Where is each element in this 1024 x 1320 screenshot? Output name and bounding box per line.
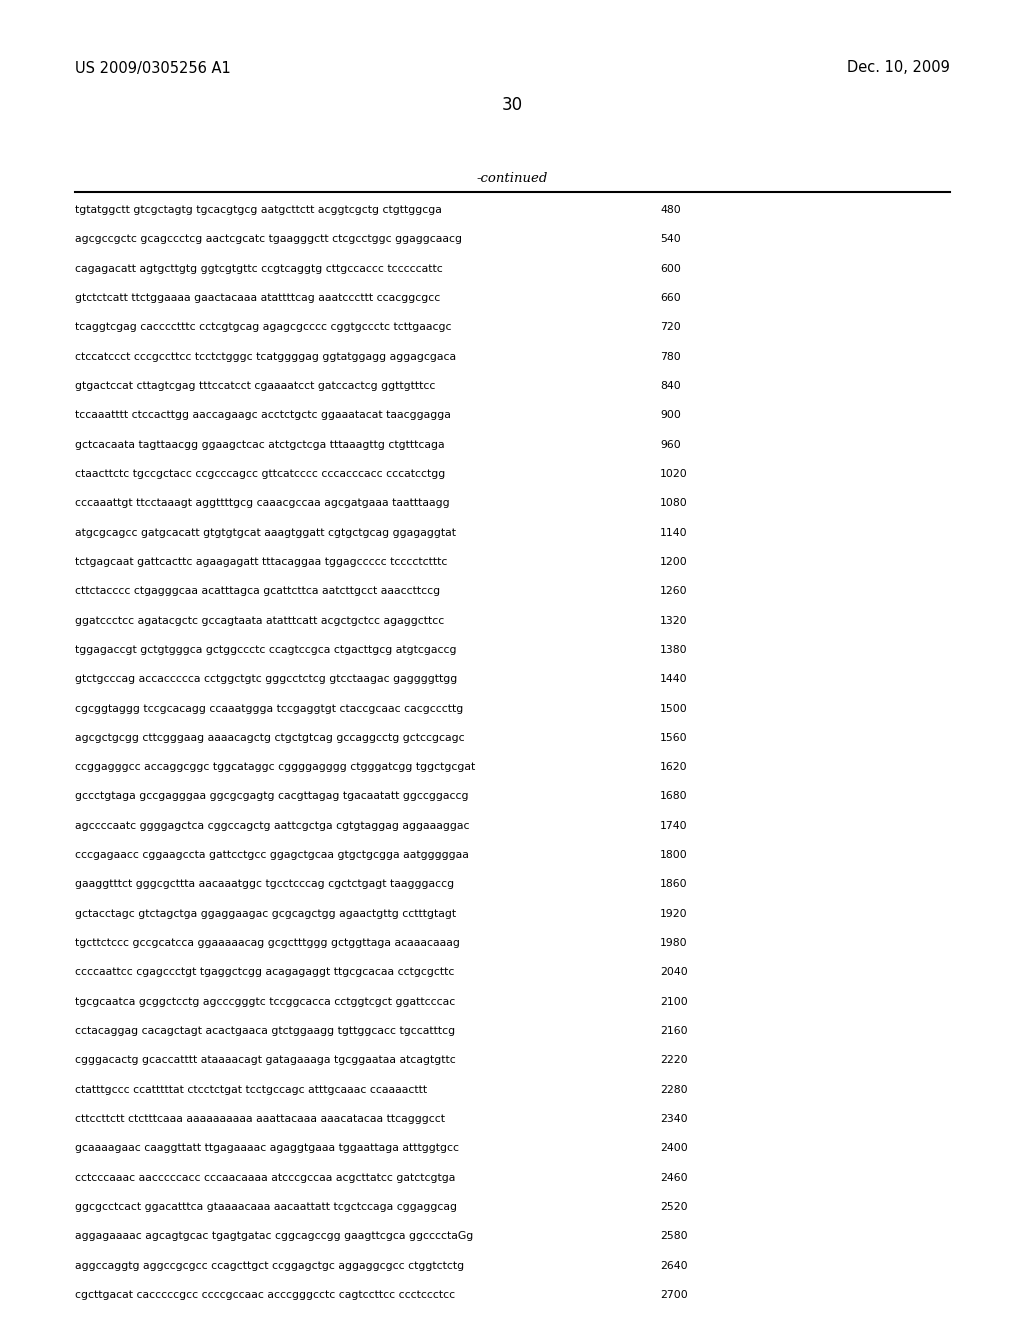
Text: 1740: 1740 [660,821,688,830]
Text: 600: 600 [660,264,681,273]
Text: 2700: 2700 [660,1290,688,1300]
Text: ccccaattcc cgagccctgt tgaggctcgg acagagaggt ttgcgcacaa cctgcgcttc: ccccaattcc cgagccctgt tgaggctcgg acagaga… [75,968,455,977]
Text: 480: 480 [660,205,681,215]
Text: 1380: 1380 [660,645,688,655]
Text: 840: 840 [660,381,681,391]
Text: 2220: 2220 [660,1056,688,1065]
Text: cagagacatt agtgcttgtg ggtcgtgttc ccgtcaggtg cttgccaccc tcccccattc: cagagacatt agtgcttgtg ggtcgtgttc ccgtcag… [75,264,442,273]
Text: ctccatccct cccgccttcc tcctctgggc tcatggggag ggtatggagg aggagcgaca: ctccatccct cccgccttcc tcctctgggc tcatggg… [75,351,456,362]
Text: 1260: 1260 [660,586,688,597]
Text: cccgagaacc cggaagccta gattcctgcc ggagctgcaa gtgctgcgga aatgggggaa: cccgagaacc cggaagccta gattcctgcc ggagctg… [75,850,469,861]
Text: Dec. 10, 2009: Dec. 10, 2009 [847,61,950,75]
Text: 2280: 2280 [660,1085,688,1094]
Text: gtctgcccag accaccccca cctggctgtc gggcctctcg gtcctaagac gaggggttgg: gtctgcccag accaccccca cctggctgtc gggcctc… [75,675,458,684]
Text: agcgctgcgg cttcgggaag aaaacagctg ctgctgtcag gccaggcctg gctccgcagc: agcgctgcgg cttcgggaag aaaacagctg ctgctgt… [75,733,465,743]
Text: 1860: 1860 [660,879,688,890]
Text: tgcgcaatca gcggctcctg agcccgggtc tccggcacca cctggtcgct ggattcccac: tgcgcaatca gcggctcctg agcccgggtc tccggca… [75,997,456,1007]
Text: aggccaggtg aggccgcgcc ccagcttgct ccggagctgc aggaggcgcc ctggtctctg: aggccaggtg aggccgcgcc ccagcttgct ccggagc… [75,1261,464,1271]
Text: 660: 660 [660,293,681,304]
Text: 1560: 1560 [660,733,688,743]
Text: 2340: 2340 [660,1114,688,1125]
Text: tgtatggctt gtcgctagtg tgcacgtgcg aatgcttctt acggtcgctg ctgttggcga: tgtatggctt gtcgctagtg tgcacgtgcg aatgctt… [75,205,442,215]
Text: 1680: 1680 [660,792,688,801]
Text: 1620: 1620 [660,762,688,772]
Text: gctacctagc gtctagctga ggaggaagac gcgcagctgg agaactgttg cctttgtagt: gctacctagc gtctagctga ggaggaagac gcgcagc… [75,908,456,919]
Text: 1800: 1800 [660,850,688,861]
Text: agcgccgctc gcagccctcg aactcgcatc tgaagggctt ctcgcctggc ggaggcaacg: agcgccgctc gcagccctcg aactcgcatc tgaaggg… [75,235,462,244]
Text: 2520: 2520 [660,1203,688,1212]
Text: 1920: 1920 [660,908,688,919]
Text: 2040: 2040 [660,968,688,977]
Text: 1440: 1440 [660,675,688,684]
Text: cttccttctt ctctttcaaa aaaaaaaaaa aaattacaaa aaacatacaa ttcagggcct: cttccttctt ctctttcaaa aaaaaaaaaa aaattac… [75,1114,445,1125]
Text: gccctgtaga gccgagggaa ggcgcgagtg cacgttagag tgacaatatt ggccggaccg: gccctgtaga gccgagggaa ggcgcgagtg cacgtta… [75,792,469,801]
Text: 900: 900 [660,411,681,420]
Text: 1080: 1080 [660,498,688,508]
Text: 1980: 1980 [660,939,688,948]
Text: 1020: 1020 [660,469,688,479]
Text: tggagaccgt gctgtgggca gctggccctc ccagtccgca ctgacttgcg atgtcgaccg: tggagaccgt gctgtgggca gctggccctc ccagtcc… [75,645,457,655]
Text: 1200: 1200 [660,557,688,566]
Text: 1320: 1320 [660,615,688,626]
Text: atgcgcagcc gatgcacatt gtgtgtgcat aaagtggatt cgtgctgcag ggagaggtat: atgcgcagcc gatgcacatt gtgtgtgcat aaagtgg… [75,528,456,537]
Text: gctcacaata tagttaacgg ggaagctcac atctgctcga tttaaagttg ctgtttcaga: gctcacaata tagttaacgg ggaagctcac atctgct… [75,440,444,450]
Text: 30: 30 [502,96,522,114]
Text: cctacaggag cacagctagt acactgaaca gtctggaagg tgttggcacc tgccatttcg: cctacaggag cacagctagt acactgaaca gtctgga… [75,1026,455,1036]
Text: US 2009/0305256 A1: US 2009/0305256 A1 [75,61,230,75]
Text: cgcttgacat cacccccgcc ccccgccaac acccgggcctc cagtccttcc ccctccctcc: cgcttgacat cacccccgcc ccccgccaac acccggg… [75,1290,455,1300]
Text: tctgagcaat gattcacttc agaagagatt tttacaggaa tggagccccc tcccctctttc: tctgagcaat gattcacttc agaagagatt tttacag… [75,557,447,566]
Text: cctcccaaac aacccccacc cccaacaaaa atcccgccaa acgcttatcc gatctcgtga: cctcccaaac aacccccacc cccaacaaaa atcccgc… [75,1172,456,1183]
Text: ccggagggcc accaggcggc tggcataggc cggggagggg ctgggatcgg tggctgcgat: ccggagggcc accaggcggc tggcataggc cggggag… [75,762,475,772]
Text: ctaacttctc tgccgctacc ccgcccagcc gttcatcccc cccacccacc cccatcctgg: ctaacttctc tgccgctacc ccgcccagcc gttcatc… [75,469,445,479]
Text: 2460: 2460 [660,1172,688,1183]
Text: cttctacccc ctgagggcaa acatttagca gcattcttca aatcttgcct aaaccttccg: cttctacccc ctgagggcaa acatttagca gcattct… [75,586,440,597]
Text: 780: 780 [660,351,681,362]
Text: cccaaattgt ttcctaaagt aggttttgcg caaacgccaa agcgatgaaa taatttaagg: cccaaattgt ttcctaaagt aggttttgcg caaacgc… [75,498,450,508]
Text: cgggacactg gcaccatttt ataaaacagt gatagaaaga tgcggaataa atcagtgttc: cgggacactg gcaccatttt ataaaacagt gatagaa… [75,1056,456,1065]
Text: agccccaatc ggggagctca cggccagctg aattcgctga cgtgtaggag aggaaaggac: agccccaatc ggggagctca cggccagctg aattcgc… [75,821,469,830]
Text: ctatttgccc ccatttttat ctcctctgat tcctgccagc atttgcaaac ccaaaacttt: ctatttgccc ccatttttat ctcctctgat tcctgcc… [75,1085,427,1094]
Text: 540: 540 [660,235,681,244]
Text: -continued: -continued [476,172,548,185]
Text: 2640: 2640 [660,1261,688,1271]
Text: gcaaaagaac caaggttatt ttgagaaaac agaggtgaaa tggaattaga atttggtgcc: gcaaaagaac caaggttatt ttgagaaaac agaggtg… [75,1143,459,1154]
Text: tccaaatttt ctccacttgg aaccagaagc acctctgctc ggaaatacat taacggagga: tccaaatttt ctccacttgg aaccagaagc acctctg… [75,411,451,420]
Text: gtgactccat cttagtcgag tttccatcct cgaaaatcct gatccactcg ggttgtttcc: gtgactccat cttagtcgag tttccatcct cgaaaat… [75,381,435,391]
Text: tgcttctccc gccgcatcca ggaaaaacag gcgctttggg gctggttaga acaaacaaag: tgcttctccc gccgcatcca ggaaaaacag gcgcttt… [75,939,460,948]
Text: 1500: 1500 [660,704,688,714]
Text: gaaggtttct gggcgcttta aacaaatggc tgcctcccag cgctctgagt taagggaccg: gaaggtttct gggcgcttta aacaaatggc tgcctcc… [75,879,454,890]
Text: aggagaaaac agcagtgcac tgagtgatac cggcagccgg gaagttcgca ggcccctaGg: aggagaaaac agcagtgcac tgagtgatac cggcagc… [75,1232,473,1241]
Text: tcaggtcgag cacccctttc cctcgtgcag agagcgcccc cggtgccctc tcttgaacgc: tcaggtcgag cacccctttc cctcgtgcag agagcgc… [75,322,452,333]
Text: ggcgcctcact ggacatttca gtaaaacaaa aacaattatt tcgctccaga cggaggcag: ggcgcctcact ggacatttca gtaaaacaaa aacaat… [75,1203,457,1212]
Text: 1140: 1140 [660,528,688,537]
Text: ggatccctcc agatacgctc gccagtaata atatttcatt acgctgctcc agaggcttcc: ggatccctcc agatacgctc gccagtaata atatttc… [75,615,444,626]
Text: 720: 720 [660,322,681,333]
Text: gtctctcatt ttctggaaaa gaactacaaa atattttcag aaatcccttt ccacggcgcc: gtctctcatt ttctggaaaa gaactacaaa atatttt… [75,293,440,304]
Text: 960: 960 [660,440,681,450]
Text: cgcggtaggg tccgcacagg ccaaatggga tccgaggtgt ctaccgcaac cacgcccttg: cgcggtaggg tccgcacagg ccaaatggga tccgagg… [75,704,463,714]
Text: 2580: 2580 [660,1232,688,1241]
Text: 2160: 2160 [660,1026,688,1036]
Text: 2400: 2400 [660,1143,688,1154]
Text: 2100: 2100 [660,997,688,1007]
